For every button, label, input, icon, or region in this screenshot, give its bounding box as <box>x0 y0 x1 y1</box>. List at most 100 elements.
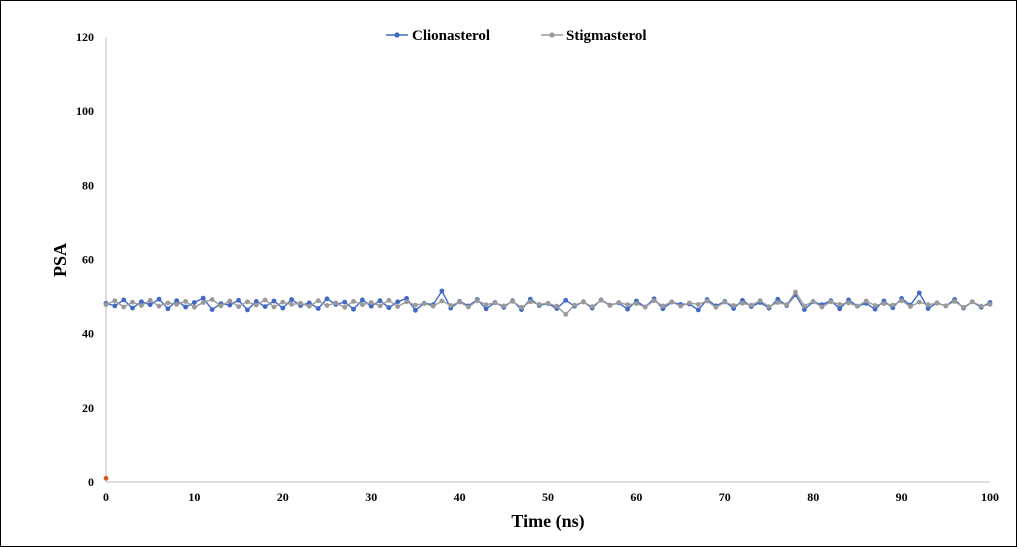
data-point-stigmasterol <box>669 299 675 305</box>
x-tick-label: 50 <box>542 490 554 504</box>
x-tick-label: 90 <box>896 490 908 504</box>
data-point-stigmasterol <box>607 303 613 308</box>
data-point-stigmasterol <box>598 297 604 303</box>
data-point-stigmasterol <box>156 303 162 309</box>
x-tick-label: 60 <box>630 490 642 504</box>
data-point-clionasterol <box>156 296 162 302</box>
data-point-stigmasterol <box>227 298 233 304</box>
data-point-clionasterol <box>306 300 312 306</box>
data-point-stigmasterol <box>368 300 374 305</box>
data-point-stigmasterol <box>678 303 683 309</box>
data-point-clionasterol <box>271 298 277 304</box>
data-point-stigmasterol <box>413 302 418 308</box>
data-point-stigmasterol <box>315 298 321 304</box>
data-point-stigmasterol <box>581 299 586 305</box>
data-point-stigmasterol <box>457 299 462 305</box>
data-point-stigmasterol <box>890 302 896 308</box>
data-point-stigmasterol <box>775 300 781 305</box>
data-point-stigmasterol <box>306 303 312 309</box>
legend-marker-clionasterol <box>394 32 400 38</box>
data-point-stigmasterol <box>377 303 383 309</box>
x-tick-label: 0 <box>103 490 109 504</box>
data-point-clionasterol <box>315 306 321 311</box>
data-point-clionasterol <box>262 304 268 309</box>
x-tick-label: 70 <box>719 490 731 504</box>
data-point-clionasterol <box>209 307 215 312</box>
data-point-stigmasterol <box>333 300 339 306</box>
data-point-stigmasterol <box>360 302 365 308</box>
data-point-stigmasterol <box>404 299 409 305</box>
data-point-stigmasterol <box>952 299 957 304</box>
data-point-clionasterol <box>227 302 233 308</box>
data-point-clionasterol <box>130 305 135 311</box>
data-point-stigmasterol <box>103 302 109 308</box>
data-point-stigmasterol <box>474 298 480 304</box>
data-point-clionasterol <box>483 306 489 312</box>
data-point-stigmasterol <box>828 299 834 305</box>
data-point-stigmasterol <box>183 299 189 304</box>
data-point-stigmasterol <box>395 304 401 309</box>
data-point-clionasterol <box>280 305 286 311</box>
data-point-clionasterol <box>775 296 781 302</box>
data-point-stigmasterol <box>916 299 922 305</box>
x-tick-label: 80 <box>807 490 819 504</box>
data-point-clionasterol <box>360 297 365 303</box>
data-point-stigmasterol <box>748 302 754 308</box>
data-point-stigmasterol <box>262 297 268 303</box>
data-point-stigmasterol <box>660 303 666 309</box>
data-point-clionasterol <box>872 306 878 312</box>
legend-item-stigmasterol: Stigmasterol <box>541 28 647 44</box>
data-point-clionasterol <box>289 297 294 302</box>
data-point-stigmasterol <box>872 303 878 308</box>
series-clionasterol <box>103 288 993 313</box>
data-point-stigmasterol <box>810 299 816 304</box>
data-point-stigmasterol <box>634 301 639 306</box>
x-tick-label: 40 <box>454 490 466 504</box>
data-point-stigmasterol <box>280 299 286 305</box>
data-point-stigmasterol <box>271 304 277 310</box>
data-point-stigmasterol <box>740 300 745 306</box>
data-point-stigmasterol <box>961 304 966 310</box>
data-point-stigmasterol <box>855 303 860 309</box>
data-point-clionasterol <box>183 304 189 310</box>
data-point-clionasterol <box>404 296 409 301</box>
y-tick-label: 40 <box>82 327 94 341</box>
data-point-stigmasterol <box>554 303 560 309</box>
data-point-clionasterol <box>802 307 807 312</box>
data-point-stigmasterol <box>448 303 454 308</box>
data-point-clionasterol <box>368 303 374 309</box>
data-point-stigmasterol <box>695 302 701 307</box>
data-point-stigmasterol <box>899 298 904 304</box>
data-point-clionasterol <box>395 299 401 305</box>
axes <box>105 37 990 483</box>
data-point-clionasterol <box>236 297 242 303</box>
data-point-clionasterol <box>112 303 118 309</box>
data-point-stigmasterol <box>245 299 250 305</box>
x-tick-label: 30 <box>365 490 377 504</box>
data-point-stigmasterol <box>112 298 118 304</box>
data-point-stigmasterol <box>342 304 348 310</box>
data-point-stigmasterol <box>563 312 569 317</box>
data-point-stigmasterol <box>545 300 551 306</box>
data-point-clionasterol <box>413 307 418 313</box>
data-point-stigmasterol <box>943 303 949 309</box>
data-point-clionasterol <box>386 305 392 311</box>
data-point-stigmasterol <box>324 303 330 308</box>
x-tick-labels: 0 10 20 30 40 50 60 70 80 90 100 <box>103 490 999 504</box>
data-point-stigmasterol <box>147 297 153 303</box>
data-point-clionasterol <box>147 302 153 308</box>
data-point-stigmasterol <box>704 298 710 304</box>
series-layer <box>103 288 993 481</box>
data-point-clionasterol <box>324 296 330 302</box>
series-stigmasterol <box>103 289 993 317</box>
data-point-clionasterol <box>695 307 701 313</box>
y-tick-label: 20 <box>82 401 94 415</box>
data-point-origin <box>103 475 109 481</box>
data-point-stigmasterol <box>793 289 798 295</box>
x-axis-title: Time (ns) <box>511 511 584 532</box>
y-tick-labels: 0 20 40 60 80 100 120 <box>76 30 94 489</box>
legend-label-stigmasterol: Stigmasterol <box>566 28 647 44</box>
data-point-stigmasterol <box>298 300 303 306</box>
data-point-stigmasterol <box>527 299 533 305</box>
data-point-stigmasterol <box>625 302 630 308</box>
